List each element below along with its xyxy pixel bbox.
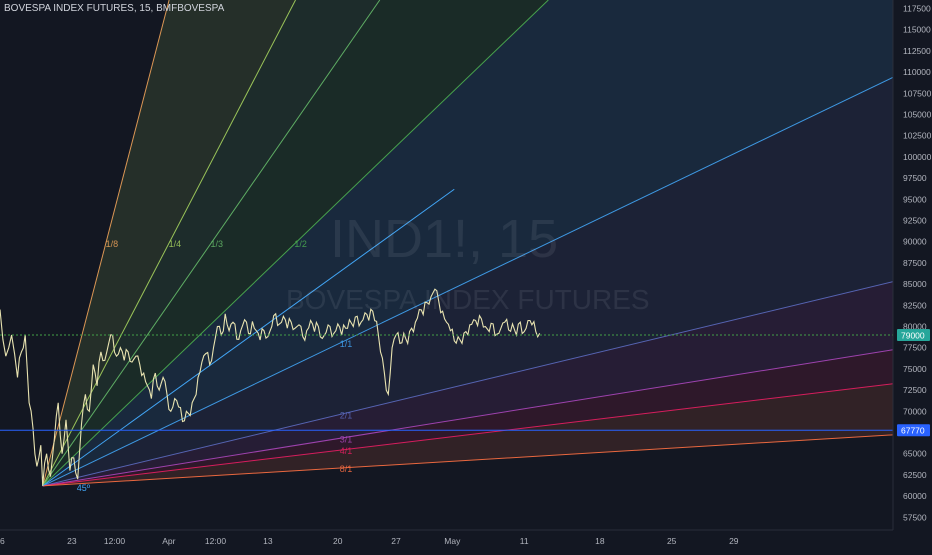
y-tick-label-14: 92500 <box>903 215 927 225</box>
x-tick-label-3: Apr <box>162 536 175 546</box>
y-tick-label-20: 107500 <box>903 88 932 98</box>
fan-line-1 <box>42 0 296 487</box>
y-tick-label-5: 70000 <box>903 406 927 416</box>
fan-band-3 <box>42 0 894 486</box>
y-tick-label-21: 110000 <box>903 67 931 77</box>
x-tick-label-1: 23 <box>67 536 77 546</box>
fan-label-6: 3/1 <box>340 434 353 444</box>
y-tick-label-3: 65000 <box>903 449 927 459</box>
y-tick-label-19: 105000 <box>903 109 932 119</box>
watermark-name: BOVESPA INDEX FUTURES <box>286 284 650 315</box>
x-tick-label-9: 11 <box>520 536 529 546</box>
fan-line-2 <box>42 0 381 487</box>
fan-line-4 <box>42 76 894 487</box>
price-label-1: 67770 <box>901 426 925 436</box>
fan-label-3: 1/2 <box>294 239 307 249</box>
fan-line-3 <box>42 0 549 487</box>
x-tick-label-2: 12:00 <box>104 536 126 546</box>
time-axis-bg <box>0 530 932 550</box>
fan-extra-line <box>42 188 455 487</box>
y-tick-label-22: 112500 <box>903 46 931 56</box>
fan-line-0 <box>42 0 170 487</box>
y-tick-label-10: 82500 <box>903 300 927 310</box>
y-tick-label-24: 117500 <box>903 3 931 13</box>
fan-label-1: 1/4 <box>169 239 182 249</box>
y-tick-label-9: 80000 <box>903 321 927 331</box>
y-tick-label-18: 102500 <box>903 131 932 141</box>
fan-angle-label: 45º <box>77 483 91 493</box>
x-tick-label-7: 27 <box>391 536 401 546</box>
x-tick-label-12: 29 <box>729 536 739 546</box>
y-tick-label-17: 100000 <box>903 152 932 162</box>
fan-label-2: 1/3 <box>211 239 224 249</box>
fan-line-5 <box>42 281 894 487</box>
y-tick-label-1: 60000 <box>903 491 927 501</box>
x-tick-label-10: 18 <box>595 536 605 546</box>
y-tick-label-0: 57500 <box>903 512 927 522</box>
y-tick-label-15: 95000 <box>903 194 927 204</box>
price-label-box-1 <box>897 424 930 437</box>
fan-line-6 <box>42 349 894 487</box>
fan-label-7: 4/1 <box>340 446 353 456</box>
fan-label-5: 2/1 <box>340 411 353 421</box>
chart-title: BOVESPA INDEX FUTURES, 15, BMFBOVESPA <box>4 3 225 14</box>
y-tick-label-12: 87500 <box>903 258 927 268</box>
y-tick-label-23: 115000 <box>903 25 931 35</box>
fan-label-0: 1/8 <box>106 239 119 249</box>
y-tick-label-7: 75000 <box>903 364 927 374</box>
fan-line-8 <box>42 434 894 487</box>
y-tick-label-16: 97500 <box>903 173 927 183</box>
x-tick-label-5: 13 <box>263 536 273 546</box>
x-tick-label-8: May <box>444 536 461 546</box>
y-tick-label-11: 85000 <box>903 279 927 289</box>
y-tick-label-6: 72500 <box>903 385 927 395</box>
fan-line-7 <box>42 383 894 487</box>
y-tick-label-8: 77500 <box>903 343 927 353</box>
y-tick-label-2: 62500 <box>903 470 927 480</box>
x-tick-label-4: 12:00 <box>205 536 227 546</box>
fan-label-4: 1/1 <box>340 339 353 349</box>
watermark-symbol: IND1!, 15 <box>330 209 559 269</box>
price-line <box>0 288 541 486</box>
fan-label-8: 8/1 <box>340 464 353 474</box>
price-label-0: 79000 <box>901 330 925 340</box>
price-label-box-0 <box>897 328 930 341</box>
price-axis-bg <box>893 0 932 550</box>
x-tick-label-11: 25 <box>667 536 677 546</box>
y-tick-label-13: 90000 <box>903 237 927 247</box>
x-tick-label-6: 20 <box>333 536 343 546</box>
x-tick-label-0: 16 <box>0 536 5 546</box>
